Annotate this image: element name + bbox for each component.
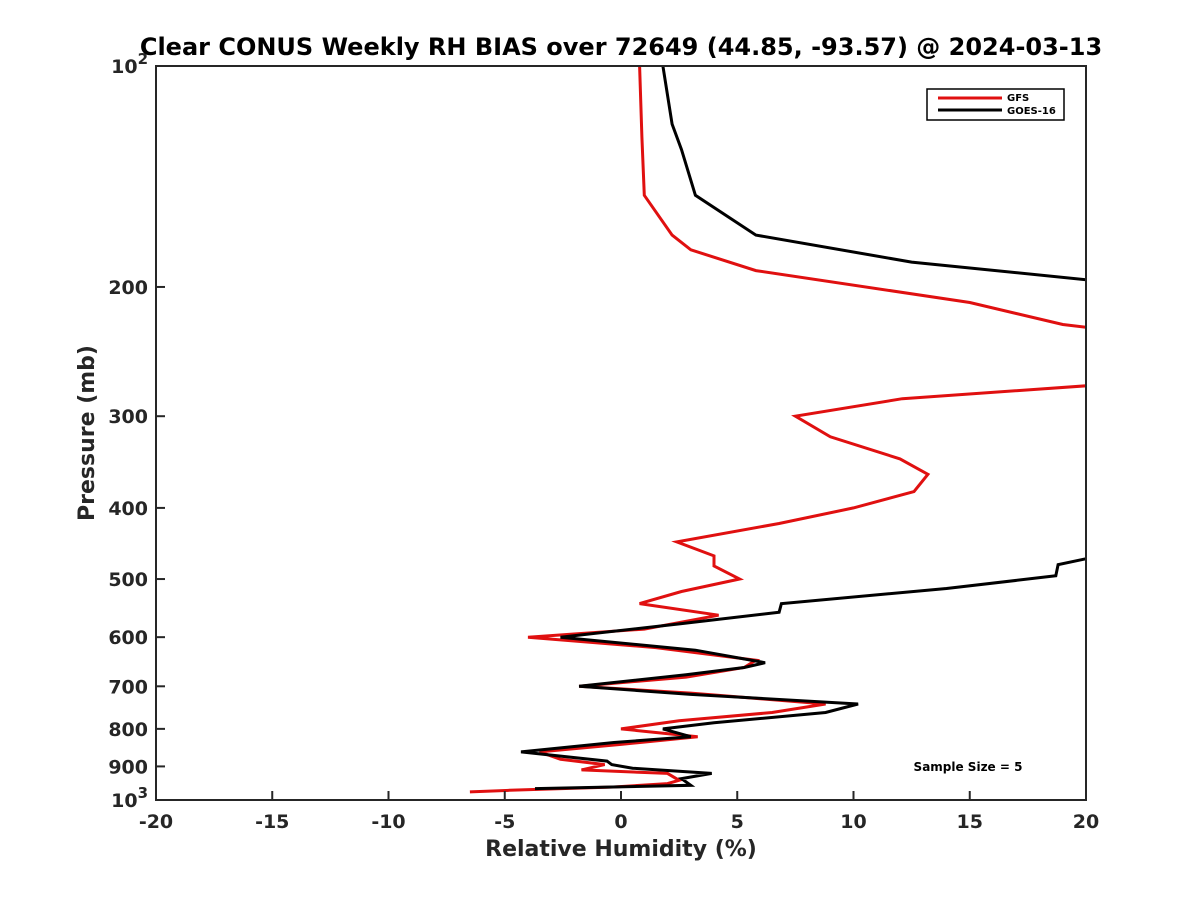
chart-title: Clear CONUS Weekly RH BIAS over 72649 (4… [140,33,1102,61]
y-tick-label: 600 [108,627,148,649]
x-tick-label: 5 [731,811,744,833]
y-tick-label: 500 [108,569,148,591]
y-tick-label: 800 [108,719,148,741]
series-line-goes16 [520,66,1086,791]
x-tick-label: -20 [139,811,173,833]
series-line-gfs [469,66,1086,794]
y-tick-label: 300 [108,406,148,428]
y-tick-label: 200 [108,277,148,299]
y-tick-label: 103 [111,784,148,812]
y-tick-label: 700 [108,676,148,698]
legend-label-goes16: GOES-16 [1007,106,1056,117]
y-tick-label: 102 [111,50,148,78]
x-tick-label: 15 [957,811,983,833]
y-axis-label: Pressure (mb) [75,345,100,521]
y-tick-label: 400 [108,498,148,520]
x-tick-label: -10 [371,811,405,833]
x-tick-label: 20 [1073,811,1099,833]
legend-box [926,88,1065,121]
y-tick-label: 900 [108,756,148,778]
plot-area [155,65,1087,801]
x-axis-label: Relative Humidity (%) [485,837,757,862]
x-tick-label: -15 [255,811,289,833]
x-tick-label: 10 [840,811,866,833]
legend-label-gfs: GFS [1007,93,1029,104]
x-tick-label: -5 [494,811,515,833]
y-axis: 102 200 300 400 500 600 700 800 900 103 [108,50,165,812]
sample-size-annotation: Sample Size = 5 [914,760,1023,774]
legend: GFS GOES-16 [926,88,1065,121]
x-tick-label: 0 [614,811,627,833]
x-axis: -20 -15 -10 -5 0 5 10 15 20 [139,791,1099,833]
